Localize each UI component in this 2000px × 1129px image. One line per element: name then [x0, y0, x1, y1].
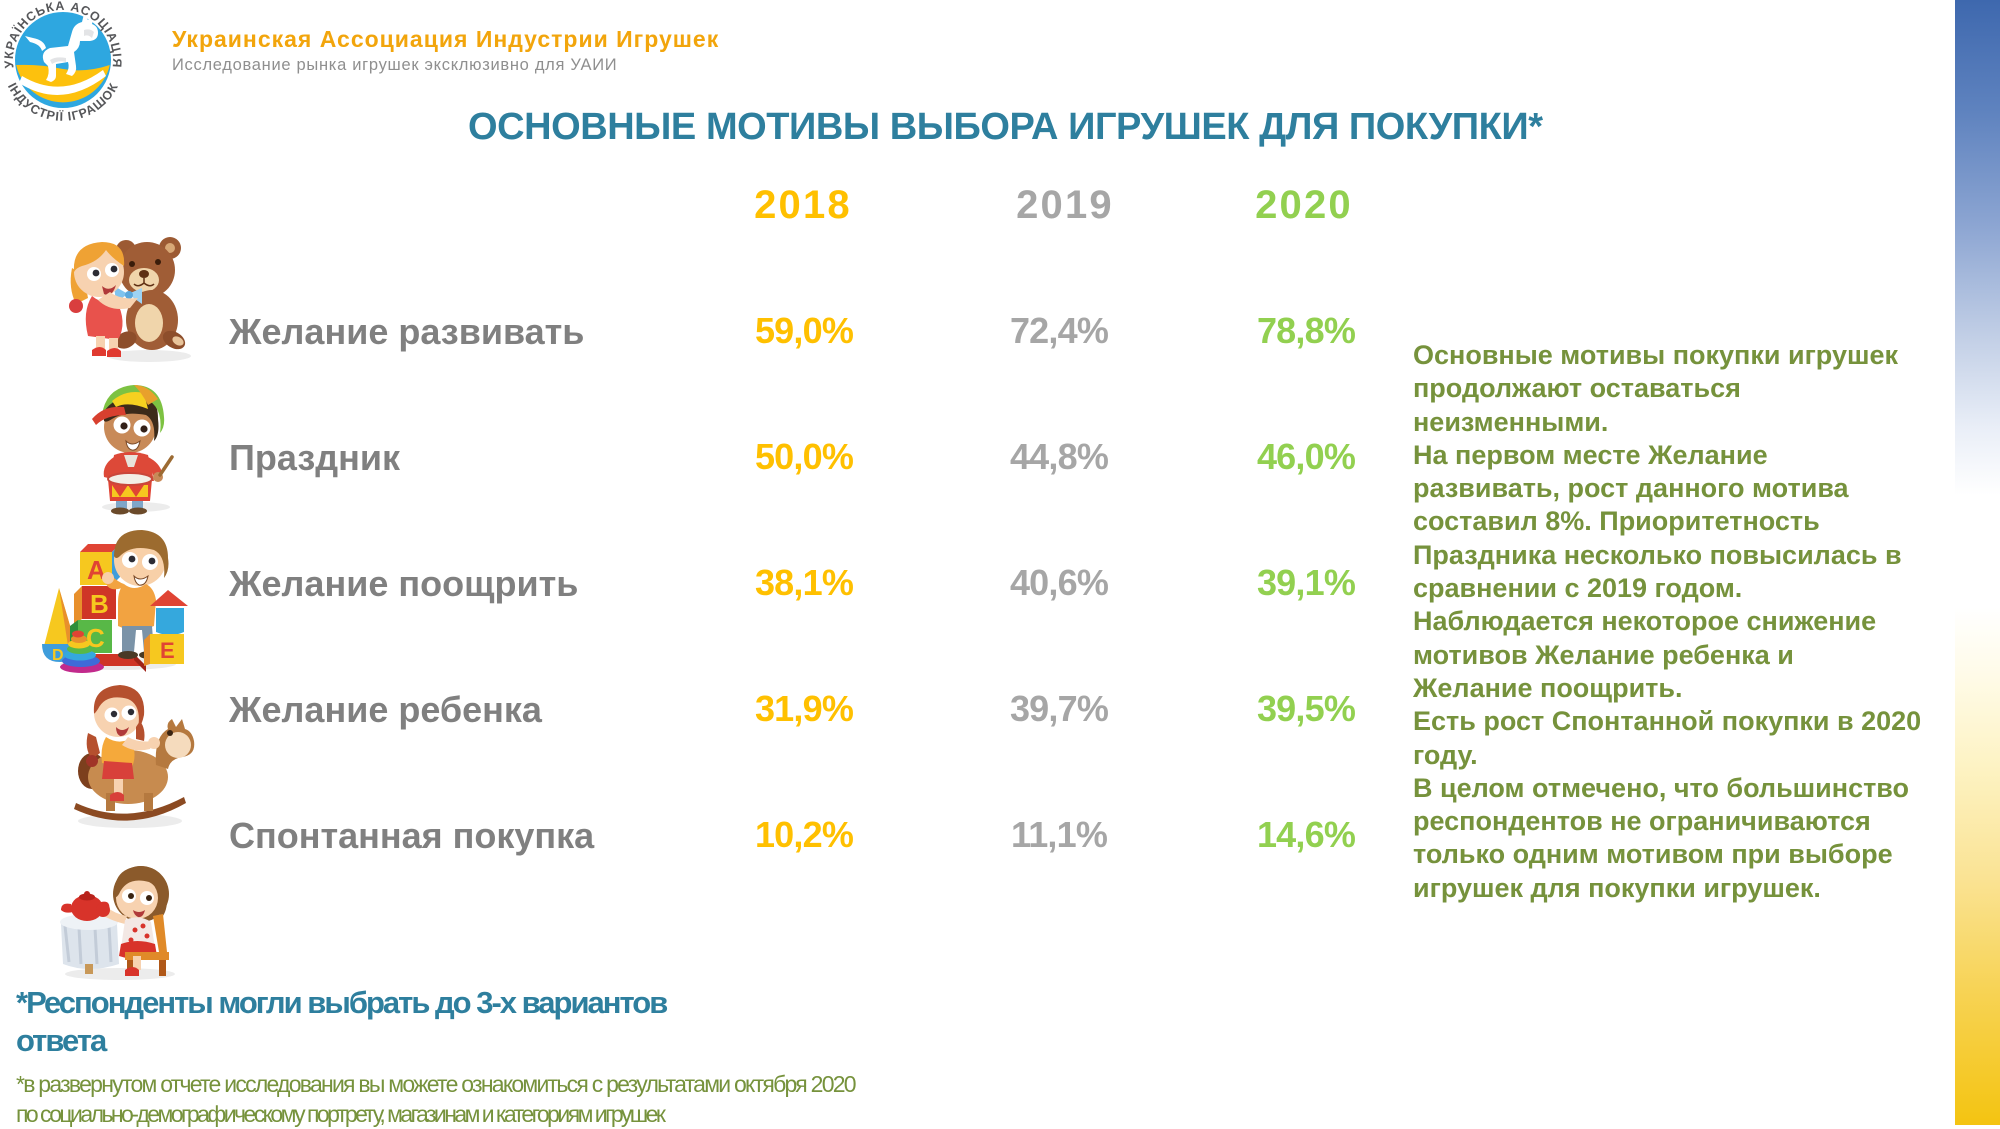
svg-text:A: A: [87, 555, 106, 585]
svg-text:D: D: [52, 647, 64, 664]
svg-text:C: C: [86, 623, 105, 653]
svg-text:B: B: [90, 589, 109, 619]
svg-text:E: E: [160, 638, 175, 663]
